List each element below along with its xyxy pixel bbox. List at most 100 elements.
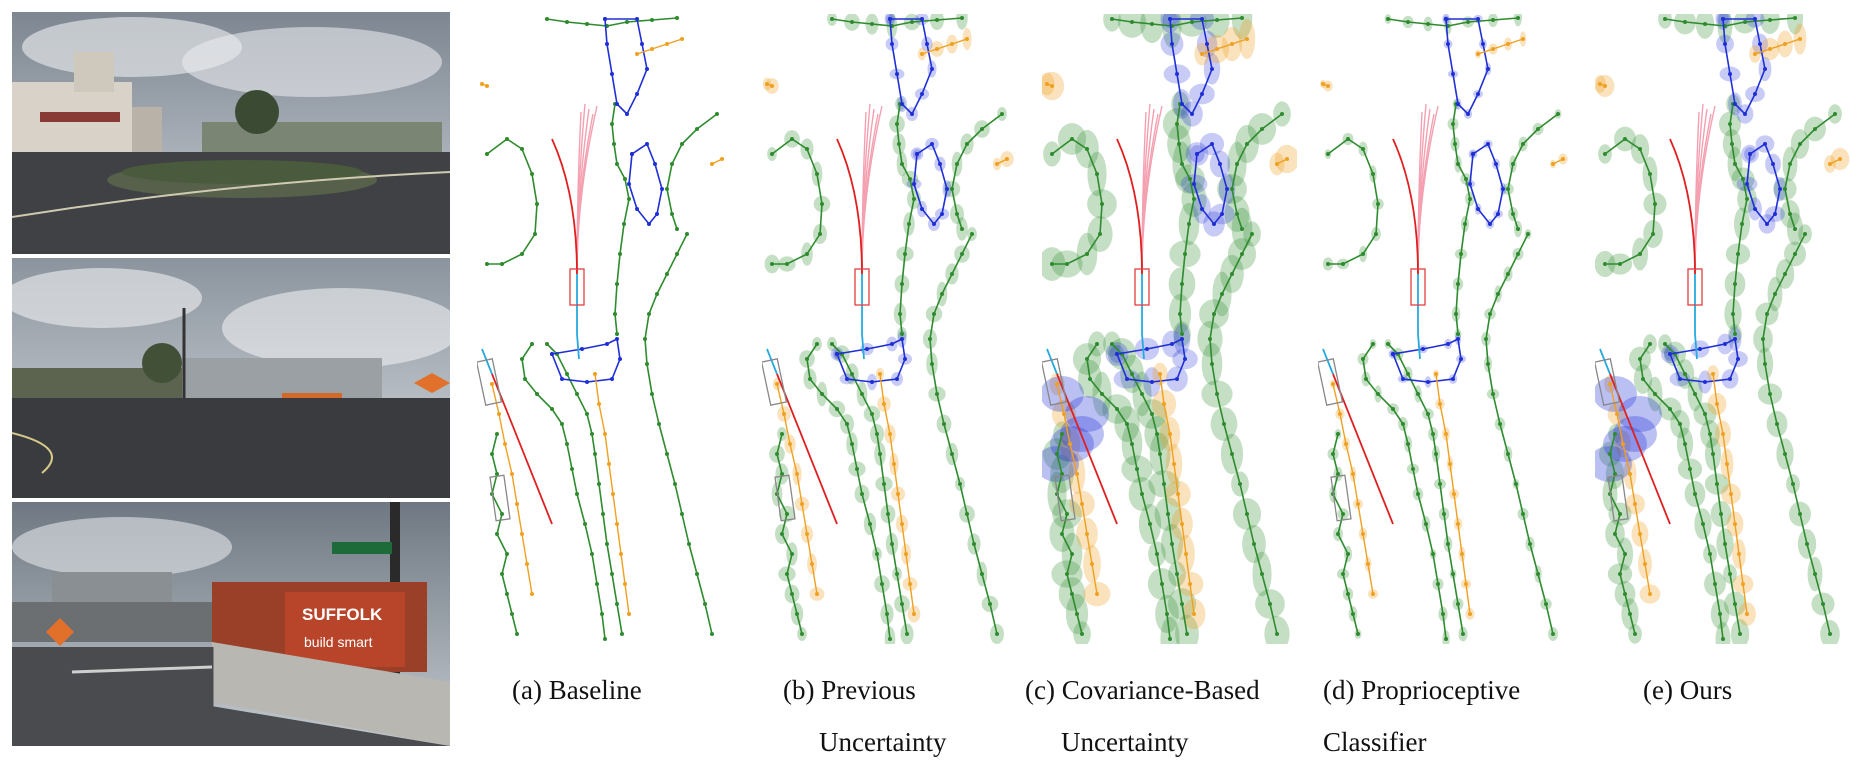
ped-crossing-vertex bbox=[615, 102, 619, 106]
road-boundary bbox=[1387, 343, 1464, 635]
road-boundary-vertex bbox=[1693, 492, 1697, 496]
lane-center-vertex bbox=[912, 612, 916, 616]
ped-crossing-vertex bbox=[610, 377, 614, 381]
ped-crossing-vertex bbox=[1733, 337, 1737, 341]
lane-divider bbox=[1417, 269, 1421, 360]
road-boundary-vertex bbox=[910, 20, 914, 24]
road-boundary-vertex bbox=[1275, 632, 1279, 636]
road-boundary-vertex bbox=[1180, 162, 1184, 166]
lane-divider bbox=[1694, 269, 1698, 360]
ped-crossing-vertex bbox=[1459, 357, 1463, 361]
road-boundary-vertex bbox=[1100, 392, 1104, 396]
lane-center-vertex bbox=[1838, 157, 1842, 161]
billboard-tagline: build smart bbox=[304, 634, 373, 650]
lane-center-vertex bbox=[619, 552, 623, 556]
road-boundary-vertex bbox=[775, 452, 779, 456]
road-boundary-vertex bbox=[1496, 292, 1500, 296]
road-boundary-vertex bbox=[1618, 262, 1622, 266]
road-boundary-vertex bbox=[1813, 127, 1817, 131]
road-boundary-vertex bbox=[1511, 212, 1515, 216]
road-boundary-vertex bbox=[1175, 572, 1179, 576]
road-boundary-vertex bbox=[505, 592, 509, 596]
ped-crossing-vertex bbox=[1175, 377, 1179, 381]
road-boundary-vertex bbox=[1648, 172, 1652, 176]
road-boundary-vertex bbox=[593, 452, 597, 456]
road-boundary-vertex bbox=[687, 542, 691, 546]
ped-crossing-vertex bbox=[1745, 182, 1749, 186]
road-boundary-vertex bbox=[1098, 232, 1102, 236]
lane-center-vertex bbox=[1638, 532, 1642, 536]
road-boundary-vertex bbox=[1491, 392, 1495, 396]
road-boundary-vertex bbox=[805, 147, 809, 151]
road-boundary-vertex bbox=[1768, 392, 1772, 396]
ped-crossing-vertex bbox=[1212, 222, 1216, 226]
lane-center-vertex bbox=[1783, 42, 1787, 46]
road-boundary-vertex bbox=[1441, 612, 1445, 616]
road-boundary-vertex bbox=[898, 312, 902, 316]
road-boundary-vertex bbox=[657, 422, 661, 426]
uncertainty-ellipse bbox=[1162, 14, 1182, 49]
lane-center-vertex bbox=[1055, 382, 1059, 386]
road-boundary-vertex bbox=[680, 142, 684, 146]
ped-crossing-vertex bbox=[1210, 142, 1214, 146]
road-boundary-vertex bbox=[1406, 442, 1410, 446]
road-boundary-vertex bbox=[1341, 572, 1345, 576]
road-boundary-vertex bbox=[860, 392, 864, 396]
road-boundary-vertex bbox=[958, 482, 962, 486]
ped-crossing-vertex bbox=[603, 17, 607, 21]
road-boundary-vertex bbox=[1514, 482, 1518, 486]
road-boundary-vertex bbox=[665, 187, 669, 191]
road-boundary-vertex bbox=[1715, 482, 1719, 486]
lane-center bbox=[1332, 383, 1374, 595]
road-boundary-vertex bbox=[1361, 357, 1365, 361]
road-boundary-vertex bbox=[790, 592, 794, 596]
ped-crossing-vertex bbox=[635, 92, 639, 96]
road-boundary-vertex bbox=[670, 162, 674, 166]
lane-center-vertex bbox=[1068, 442, 1072, 446]
road-boundary-vertex bbox=[1426, 22, 1430, 26]
road-boundary-vertex bbox=[1252, 542, 1256, 546]
road-boundary-vertex bbox=[601, 512, 605, 516]
road-boundary-vertex bbox=[850, 442, 854, 446]
ped-crossing-vertex bbox=[945, 187, 949, 191]
ped-crossing-vertex bbox=[1486, 142, 1490, 146]
road-boundary-vertex bbox=[1155, 432, 1159, 436]
road-boundary-vertex bbox=[695, 127, 699, 131]
caption-line2: Classifier bbox=[1323, 727, 1427, 757]
road-boundary-vertex bbox=[655, 292, 659, 296]
lane-center-vertex bbox=[530, 592, 534, 596]
road-boundary-vertex bbox=[830, 17, 834, 21]
lane-center-vertex bbox=[1551, 162, 1555, 166]
ped-crossing-vertex bbox=[1205, 42, 1209, 46]
ped-crossing-vertex bbox=[1476, 92, 1480, 96]
road-boundary-vertex bbox=[950, 452, 954, 456]
road-boundary-vertex bbox=[545, 17, 549, 21]
ped-crossing-vertex bbox=[1426, 380, 1430, 384]
road-boundary-vertex bbox=[1230, 452, 1234, 456]
road-boundary-vertex bbox=[1158, 452, 1162, 456]
agent-box bbox=[1042, 358, 1068, 406]
road-boundary-vertex bbox=[605, 542, 609, 546]
road-boundary-vertex bbox=[1468, 197, 1472, 201]
lane-center-vertex bbox=[1230, 42, 1234, 46]
road-boundary-vertex bbox=[1719, 512, 1723, 516]
road-boundary-vertex bbox=[1618, 572, 1622, 576]
road-boundary-vertex bbox=[600, 612, 604, 616]
lane-center-vertex bbox=[1180, 522, 1184, 526]
lane-center-vertex bbox=[1711, 372, 1715, 376]
road-boundary-vertex bbox=[675, 16, 679, 20]
ped-crossing-vertex bbox=[1200, 17, 1204, 21]
ped-crossing-vertex bbox=[1446, 342, 1450, 346]
ped-crossing-vertex bbox=[647, 222, 651, 226]
ped-crossing-vertex bbox=[1451, 72, 1455, 76]
ped-crossing-vertex bbox=[1728, 377, 1732, 381]
lane-center-vertex bbox=[503, 442, 507, 446]
ego-trajectory bbox=[551, 138, 578, 275]
road-boundary-vertex bbox=[1793, 227, 1797, 231]
road-boundary-vertex bbox=[500, 262, 504, 266]
road-boundary-vertex bbox=[1110, 17, 1114, 21]
lane-center-vertex bbox=[607, 462, 611, 466]
lane-center-vertex bbox=[810, 562, 814, 566]
road-boundary-vertex bbox=[900, 332, 904, 336]
road-boundary-vertex bbox=[820, 202, 824, 206]
